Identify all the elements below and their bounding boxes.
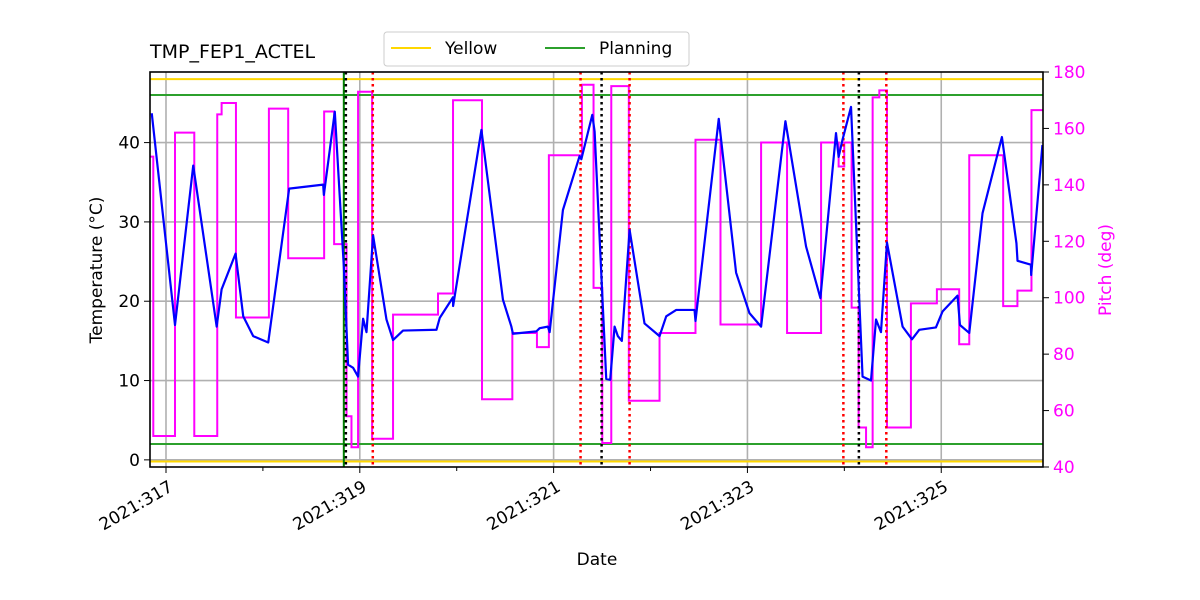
legend: Yellow Planning	[383, 31, 690, 67]
x-tick-label: 2021:317	[96, 477, 177, 535]
y2-tick-label: 40	[1053, 458, 1075, 478]
temperature-series-line	[150, 105, 1044, 382]
pitch-series-line	[150, 83, 1043, 449]
y-tick-label: 20	[118, 292, 140, 312]
legend-label-planning: Planning	[599, 39, 672, 59]
y-tick-label: 10	[118, 372, 140, 392]
y2-tick-label: 180	[1053, 63, 1085, 83]
legend-label-yellow: Yellow	[444, 39, 497, 59]
chart-title: TMP_FEP1_ACTEL	[149, 41, 315, 63]
y2-tick-label: 80	[1053, 345, 1075, 365]
x-tick-label: 2021:321	[484, 477, 565, 535]
y-tick-label: 0	[129, 451, 140, 471]
y2-tick-label: 60	[1053, 402, 1075, 422]
x-tick-label: 2021:319	[290, 477, 371, 535]
y-axis-label: Temperature (°C)	[87, 197, 107, 345]
y-tick-label: 40	[118, 134, 140, 154]
y-tick-label: 30	[118, 213, 140, 233]
y2-tick-label: 160	[1053, 119, 1085, 139]
x-tick-label: 2021:323	[677, 477, 758, 535]
x-axis-label: Date	[577, 550, 618, 570]
y2-tick-label: 120	[1053, 232, 1085, 252]
x-tick-label: 2021:325	[871, 477, 952, 535]
y2-axis-label: Pitch (deg)	[1096, 224, 1116, 316]
plot-frame	[149, 71, 1044, 468]
y2-tick-label: 100	[1053, 289, 1085, 309]
legend-box	[383, 31, 690, 67]
y2-tick-label: 140	[1053, 176, 1085, 196]
